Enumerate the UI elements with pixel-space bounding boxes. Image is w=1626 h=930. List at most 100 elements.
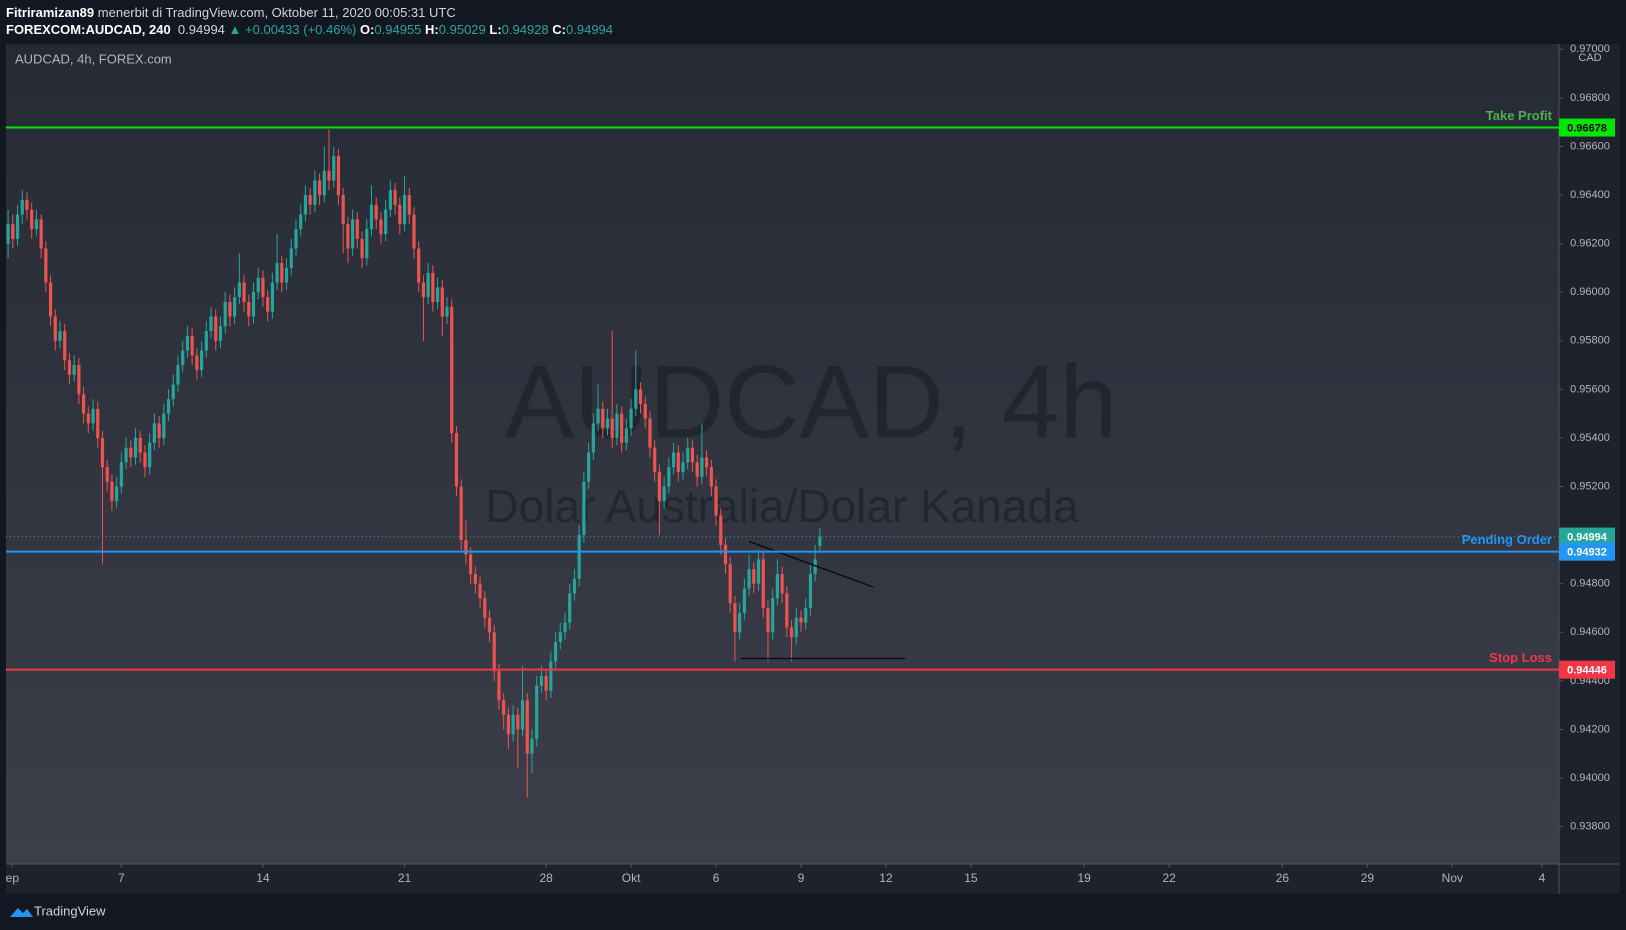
candle-body <box>799 617 803 623</box>
candle-body <box>789 627 794 638</box>
candle-body <box>34 219 38 230</box>
candle-body <box>402 195 407 225</box>
x-tick-label: 19 <box>1078 871 1092 885</box>
candle-body <box>520 700 525 730</box>
price-badge <box>1559 527 1615 546</box>
logo <box>10 908 33 917</box>
candle-body <box>20 199 24 215</box>
candle-body <box>511 714 515 735</box>
candle-body <box>450 306 454 434</box>
candle-body <box>435 287 440 302</box>
candle-body <box>91 408 95 424</box>
candle-body <box>733 603 737 633</box>
candle-body <box>648 418 652 448</box>
candle-body <box>723 544 728 565</box>
candle-body <box>209 316 213 332</box>
candle-body <box>464 539 468 555</box>
candle-body <box>785 593 789 628</box>
candle-body <box>813 559 817 574</box>
y-tick-label: 0.97000 <box>1570 43 1610 55</box>
y-tick-label: 0.96400 <box>1570 189 1610 201</box>
last: 0.94994 <box>177 22 225 37</box>
candle-body <box>629 408 633 429</box>
legend: AUDCAD, 4h, FOREX.com <box>15 51 172 66</box>
candle-body <box>587 452 591 482</box>
candle-body <box>775 573 780 599</box>
candle-body <box>199 350 204 370</box>
y-tick-label: 0.95600 <box>1570 383 1610 395</box>
candle-body <box>360 238 364 259</box>
candle-body <box>671 452 676 468</box>
x-tick-label: 12 <box>879 871 893 885</box>
candle-body <box>794 617 798 638</box>
candle-body <box>502 700 506 715</box>
candle-body <box>596 408 600 424</box>
candle-body <box>176 365 180 385</box>
candle-body <box>355 219 359 239</box>
candle-body <box>426 272 430 298</box>
x-tick-label: 26 <box>1276 871 1290 885</box>
y-tick-label: 0.95400 <box>1570 432 1610 444</box>
ohlc-label: C: <box>552 22 567 37</box>
candle-body <box>96 408 100 438</box>
candle-body <box>459 486 463 540</box>
candle-body <box>365 229 369 259</box>
candle-body <box>454 433 459 487</box>
y-tick-label: 0.95200 <box>1570 480 1610 492</box>
candle-body <box>469 554 473 574</box>
candle-body <box>728 564 732 604</box>
candle-body <box>6 224 10 244</box>
candle-body <box>228 301 232 317</box>
candle-body <box>667 467 671 487</box>
symbol: FOREXCOM:AUDCAD, 240 <box>6 22 171 37</box>
candle-body <box>77 365 81 395</box>
candle-body <box>407 195 411 215</box>
candle-body <box>761 559 765 608</box>
candle-body <box>63 331 67 361</box>
candle-body <box>695 462 699 477</box>
candle-body <box>605 418 610 429</box>
level-label: Stop Loss <box>1489 650 1552 665</box>
time-axis <box>6 864 1559 894</box>
candle-body <box>487 617 492 633</box>
candle-body <box>261 277 265 298</box>
candle-body <box>539 676 544 686</box>
candle-body <box>152 423 156 443</box>
candle-body <box>48 282 53 317</box>
x-tick-label: 15 <box>964 871 978 885</box>
x-tick-label: 9 <box>798 871 805 885</box>
candle-body <box>558 632 562 642</box>
quote-line: FOREXCOM:AUDCAD, 240 0.94994 ▲ +0.00433 … <box>6 21 613 38</box>
price-badge <box>1559 660 1615 679</box>
candle-body <box>166 399 171 414</box>
candle-body <box>808 573 813 608</box>
candle-body <box>294 229 298 249</box>
candle-body <box>237 282 241 298</box>
candle-body <box>322 170 326 196</box>
candle-body <box>738 612 742 633</box>
y-tick-label: 0.95800 <box>1570 335 1610 347</box>
x-tick-label: 28 <box>539 871 553 885</box>
candle-body <box>313 180 317 205</box>
candle-body <box>11 224 15 239</box>
y-tick-label: 0.96200 <box>1570 238 1610 250</box>
candle-body <box>747 569 751 589</box>
currency: CAD <box>1578 52 1601 64</box>
y-tick-label: 0.93800 <box>1570 821 1610 833</box>
y-tick-label: 0.94600 <box>1570 626 1610 638</box>
candle-body <box>218 326 223 341</box>
candle-body <box>247 301 251 317</box>
candle-body <box>30 209 34 230</box>
candle-body <box>492 632 496 672</box>
candle-body <box>681 462 685 472</box>
candle-body <box>100 437 105 468</box>
ohlc-value: 0.95029 <box>438 22 486 37</box>
candle-body <box>275 263 279 283</box>
price-badge-label: 0.94446 <box>1567 665 1607 677</box>
candle-body <box>242 282 246 302</box>
candle-body <box>398 204 402 225</box>
candle-body <box>72 365 76 375</box>
candle-body <box>119 462 123 487</box>
candle-body <box>620 413 624 443</box>
